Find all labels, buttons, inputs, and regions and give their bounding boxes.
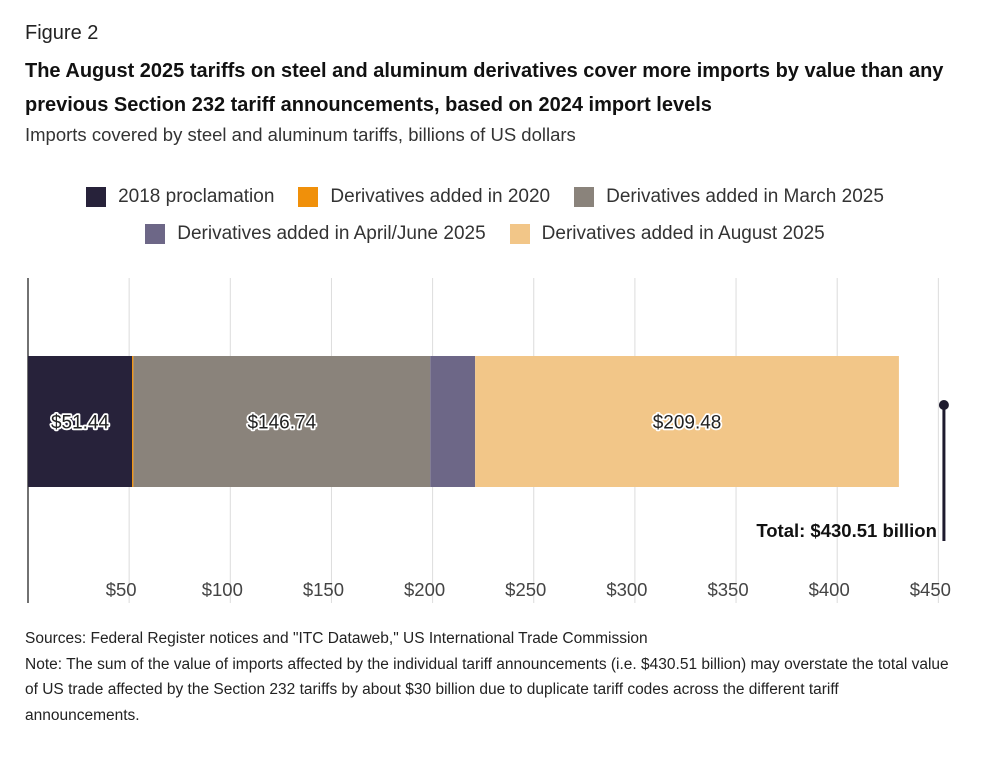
x-tick-label-450: $450 xyxy=(910,579,951,600)
legend-swatch-march-2025 xyxy=(574,186,595,207)
legend-label-august-2025: Derivatives added in August 2025 xyxy=(541,222,825,244)
x-tick-label-150: $150 xyxy=(303,579,344,600)
legend-item-derivatives-april-june-2025: Derivatives added in April/June 2025 xyxy=(145,222,486,245)
x-tick-label-50: $50 xyxy=(106,579,137,600)
legend-swatch-august-2025 xyxy=(509,223,530,244)
x-tick-label-400: $400 xyxy=(809,579,850,600)
total-marker: Total: $430.51 billion xyxy=(756,400,949,541)
legend-row-2: Derivatives added in April/June 2025 Der… xyxy=(0,215,970,252)
bar-segments xyxy=(28,356,899,487)
bar-label-2: $146.74 xyxy=(247,413,316,434)
bar-segment-4 xyxy=(475,356,899,487)
total-marker-dot xyxy=(938,400,949,410)
x-tick-label-350: $350 xyxy=(707,579,748,600)
x-tick-label-250: $250 xyxy=(505,579,546,600)
legend-item-derivatives-august-2025: Derivatives added in August 2025 xyxy=(509,222,825,245)
bar-segment-0 xyxy=(28,356,133,487)
legend-item-2018-proclamation: 2018 proclamation xyxy=(86,186,274,208)
chart-title: The August 2025 tariffs on steel and alu… xyxy=(25,60,944,116)
footer: Sources: Federal Register notices and "I… xyxy=(25,626,955,728)
legend: 2018 proclamation Derivatives added in 2… xyxy=(0,178,970,252)
legend-label-april-june-2025: Derivatives added in April/June 2025 xyxy=(177,222,486,244)
figure-label: Figure 2 xyxy=(25,22,99,44)
x-tick-label-100: $100 xyxy=(202,579,243,600)
legend-swatch-2020 xyxy=(298,186,319,207)
chart-subtitle: Imports covered by steel and aluminum ta… xyxy=(25,124,576,145)
bar-value-labels: $51.44 $146.74 $209.48 xyxy=(49,411,723,436)
legend-swatch-april-june-2025 xyxy=(145,223,166,244)
bar-segment-3 xyxy=(430,356,476,487)
legend-label-2020: Derivatives added in 2020 xyxy=(330,185,551,207)
legend-label-2018: 2018 proclamation xyxy=(118,185,275,207)
x-tick-label-300: $300 xyxy=(606,579,647,600)
legend-label-march-2025: Derivatives added in March 2025 xyxy=(606,185,884,207)
sources-text: Sources: Federal Register notices and "I… xyxy=(25,630,648,647)
legend-swatch-2018 xyxy=(86,186,107,207)
legend-row-1: 2018 proclamation Derivatives added in 2… xyxy=(0,178,970,215)
bar-label-0: $51.44 xyxy=(51,413,110,434)
stacked-bar-chart: $51.44 $146.74 $209.48 $50 $100 $150 $200 $250… xyxy=(27,278,951,603)
legend-item-derivatives-2020: Derivatives added in 2020 xyxy=(298,186,550,208)
legend-item-derivatives-march-2025: Derivatives added in March 2025 xyxy=(574,186,884,208)
bar-segment-1 xyxy=(132,356,134,487)
note-text: Note: The sum of the value of imports af… xyxy=(25,655,949,724)
bar-label-4: $209.48 xyxy=(653,413,722,434)
bar-segment-2 xyxy=(133,356,431,487)
x-tick-labels: $50 $100 $150 $200 $250 $300 $350 $400 $450 xyxy=(106,579,951,600)
x-tick-label-200: $200 xyxy=(404,579,445,600)
total-label: Total: $430.51 billion xyxy=(756,520,937,541)
